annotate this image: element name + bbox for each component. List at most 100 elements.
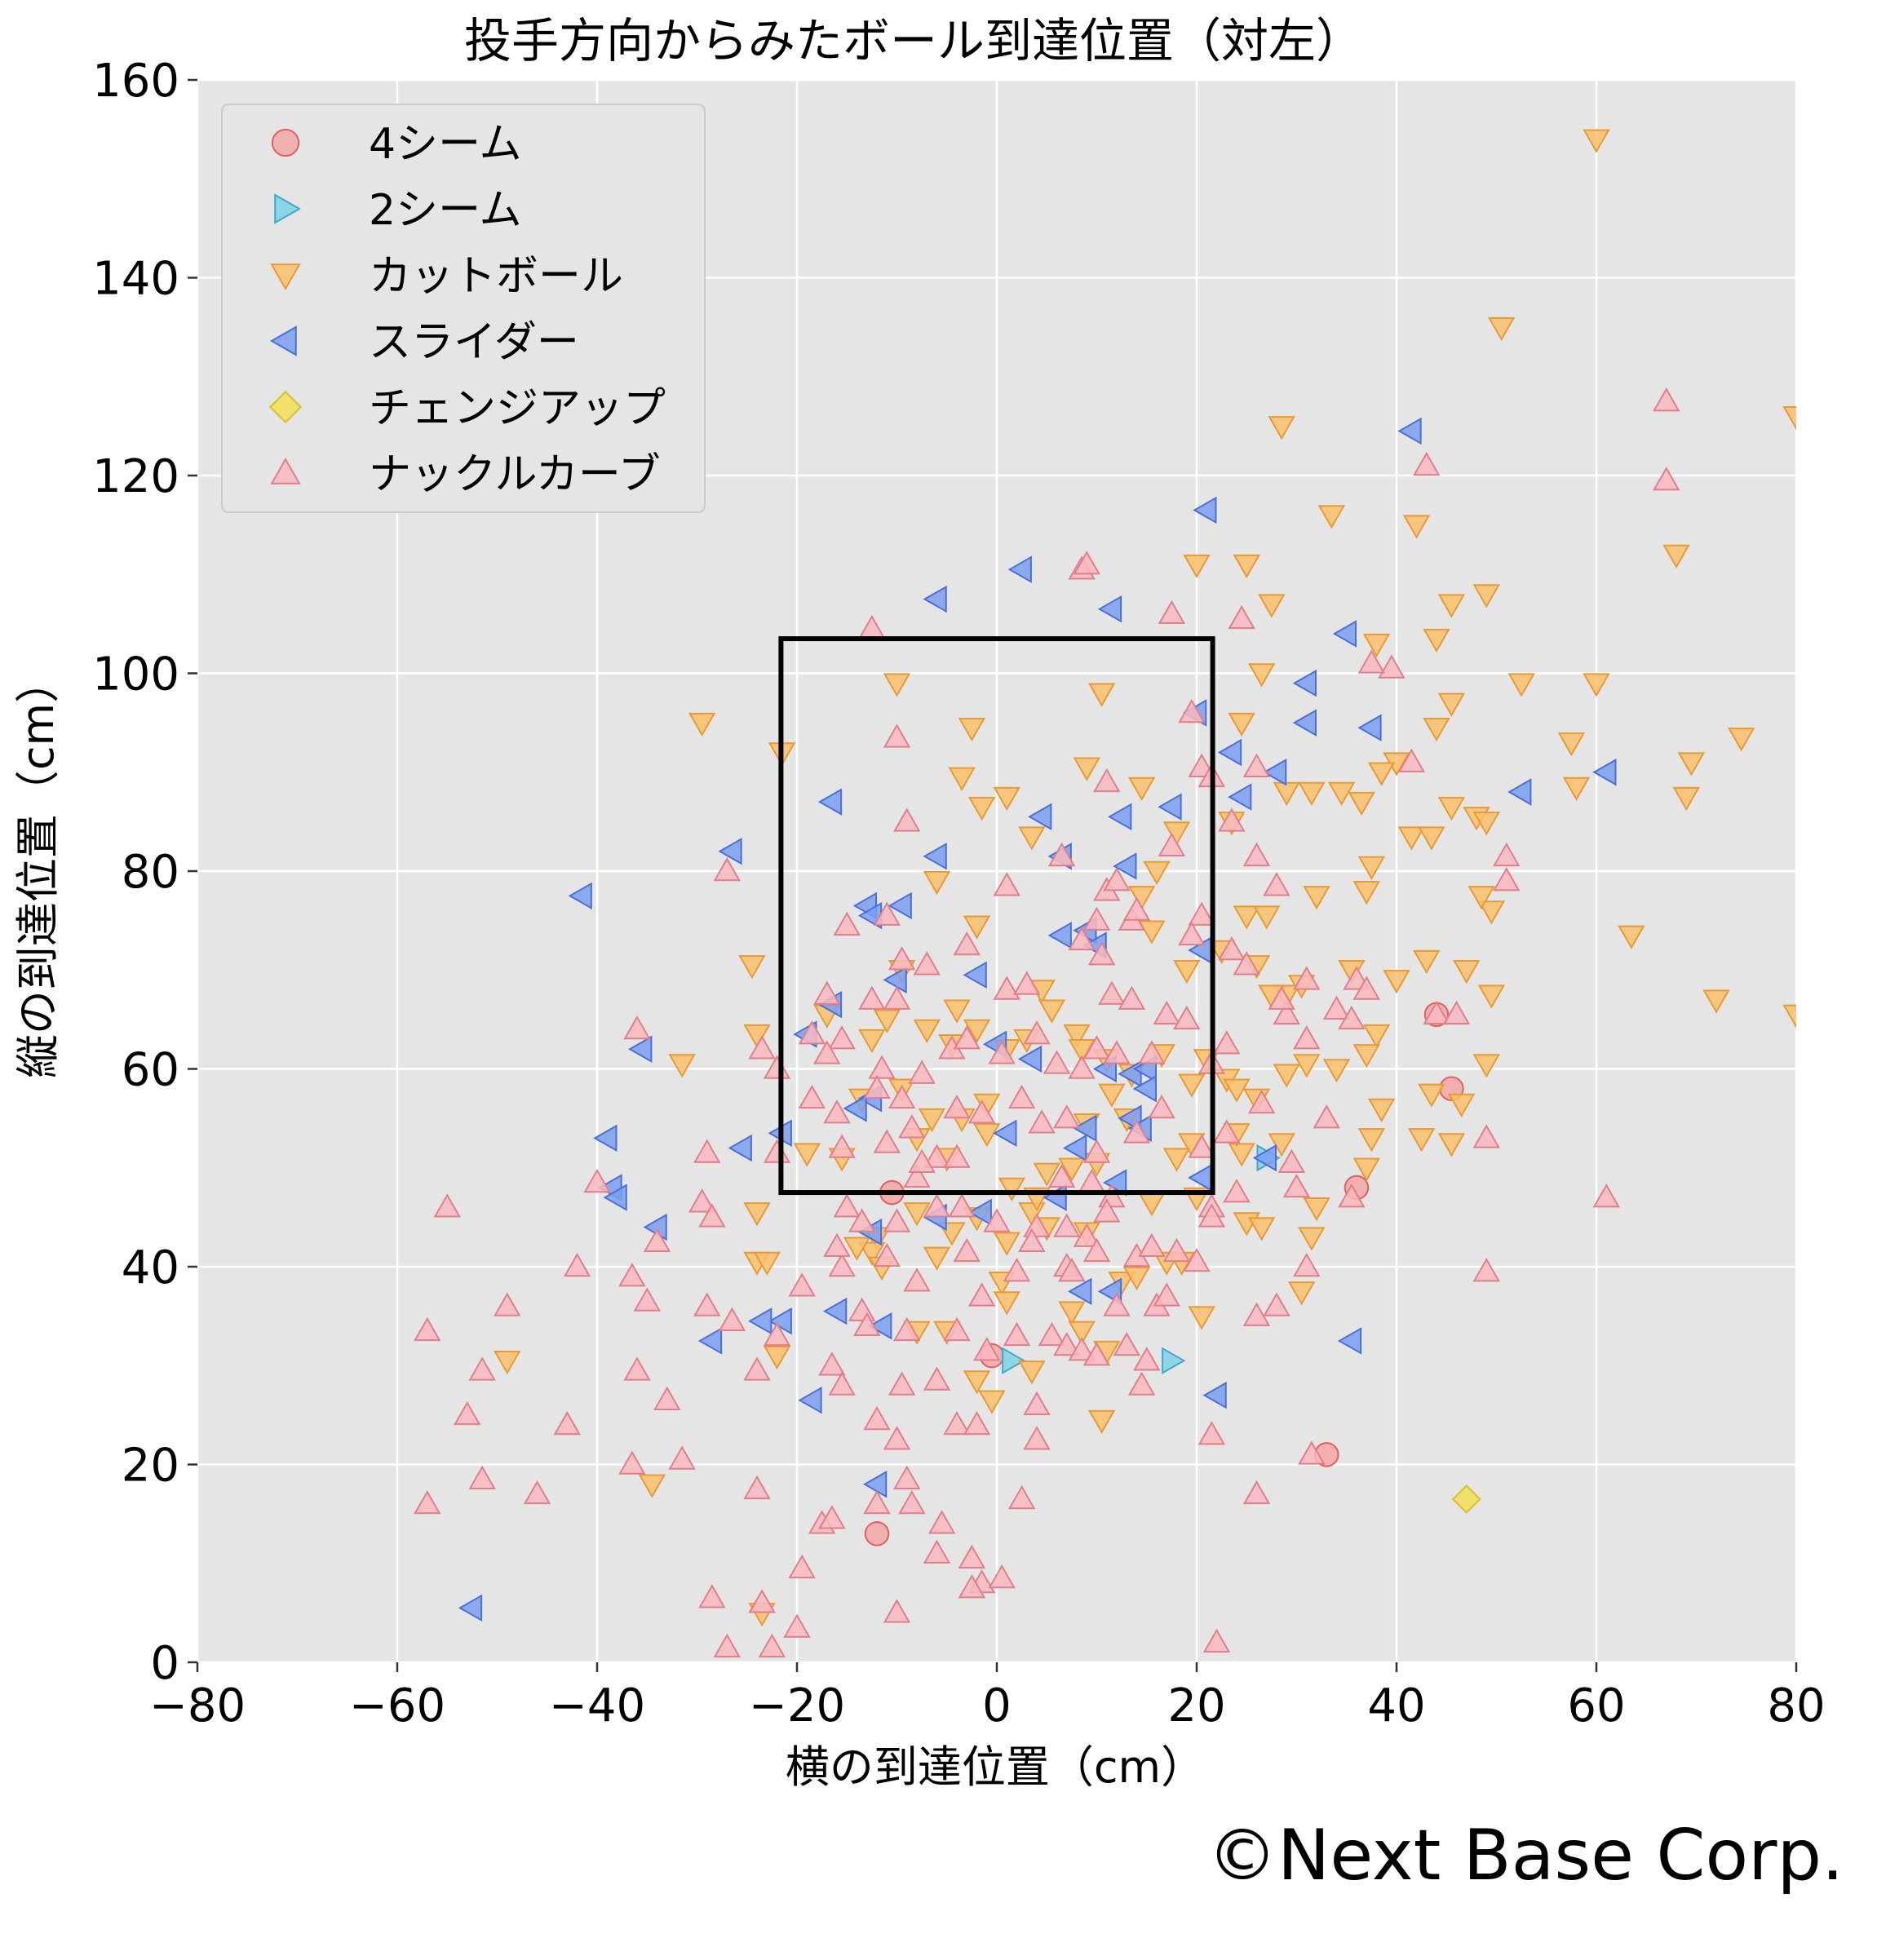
data-point <box>1293 1252 1321 1277</box>
data-point <box>1127 1371 1156 1396</box>
data-point <box>828 1252 856 1277</box>
data-point <box>798 1386 822 1414</box>
chart-title: 投手方向からみたボール到達位置（対左） <box>464 13 1363 69</box>
data-point <box>978 1390 1006 1414</box>
data-point <box>1338 1005 1366 1030</box>
data-point <box>1352 976 1380 1000</box>
data-point <box>813 1040 841 1064</box>
data-point <box>1023 1391 1051 1415</box>
data-point <box>728 1134 752 1162</box>
data-point <box>1472 584 1500 608</box>
x-tick-label: 20 <box>1167 1679 1225 1732</box>
x-tick-label: 0 <box>982 1679 1012 1732</box>
data-point <box>868 1055 896 1079</box>
data-point <box>1213 1119 1241 1144</box>
y-tick-label: 160 <box>92 55 179 108</box>
data-point <box>1268 416 1295 440</box>
data-point <box>718 838 742 865</box>
data-point <box>788 1272 816 1297</box>
data-point <box>1058 1301 1086 1325</box>
data-point <box>1402 515 1431 539</box>
data-point <box>768 1307 792 1335</box>
data-point <box>1073 757 1100 781</box>
data-point <box>1507 778 1532 806</box>
data-point <box>1033 1162 1060 1187</box>
data-point <box>563 1252 591 1277</box>
data-point <box>718 1307 746 1331</box>
data-point <box>1118 985 1146 1010</box>
data-point <box>1087 941 1116 966</box>
data-point <box>1298 1227 1326 1251</box>
data-point <box>1127 886 1156 910</box>
series-4 <box>1451 1484 1481 1514</box>
data-point <box>1672 786 1700 812</box>
data-point <box>628 1035 653 1063</box>
data-point <box>1418 826 1445 851</box>
legend-marker <box>270 263 301 291</box>
data-point <box>873 1129 901 1153</box>
axes: −80 −60 −40 −20 0 20 40 60 80 0 20 40 60 80 100 120 140 1… <box>92 55 1826 1732</box>
data-point <box>1252 1144 1277 1172</box>
data-point <box>1313 1104 1340 1129</box>
data-point <box>873 1242 901 1268</box>
data-point <box>1273 1000 1300 1025</box>
data-point <box>1442 1000 1471 1025</box>
data-point <box>1367 1098 1396 1123</box>
data-point <box>908 1060 936 1084</box>
data-point <box>953 1237 981 1263</box>
data-point <box>923 585 947 613</box>
data-point <box>1362 1024 1391 1049</box>
data-point <box>1583 129 1610 153</box>
data-point <box>1472 812 1500 836</box>
data-point <box>1782 406 1796 431</box>
data-point <box>923 1366 951 1391</box>
data-point <box>873 901 901 926</box>
y-tick-label: 120 <box>92 450 179 503</box>
data-point <box>1113 1331 1140 1356</box>
data-point <box>1063 1024 1091 1049</box>
data-point <box>1023 1426 1051 1450</box>
data-point <box>798 1084 826 1109</box>
data-point <box>883 673 911 697</box>
data-point <box>1153 1282 1180 1307</box>
data-point <box>1293 966 1321 990</box>
legend-label: 4シーム <box>369 120 522 169</box>
data-point <box>948 1193 976 1218</box>
data-point <box>494 1292 521 1316</box>
data-point <box>1102 1169 1127 1197</box>
data-point <box>883 966 907 994</box>
data-point <box>1298 781 1326 807</box>
data-point <box>1202 1628 1231 1653</box>
data-point <box>1053 1213 1081 1237</box>
data-point <box>1223 1078 1251 1103</box>
data-point <box>1073 1223 1100 1247</box>
data-point <box>903 1268 931 1292</box>
data-point <box>1007 1484 1036 1510</box>
data-point <box>1122 1119 1151 1144</box>
data-point <box>1447 1093 1476 1117</box>
data-point <box>1162 1237 1191 1263</box>
data-point <box>1068 926 1096 951</box>
data-point <box>743 1475 771 1500</box>
data-point <box>1082 1139 1111 1163</box>
data-point <box>1332 620 1357 648</box>
data-point <box>893 807 921 832</box>
data-point <box>1023 1020 1051 1045</box>
data-point <box>1173 960 1201 984</box>
data-point <box>693 1292 721 1316</box>
data-point <box>1268 1133 1295 1157</box>
data-point <box>1292 709 1317 737</box>
data-point <box>883 1426 911 1450</box>
data-point <box>1103 1292 1131 1316</box>
data-point <box>1158 832 1186 856</box>
data-point <box>1047 842 1076 867</box>
data-point <box>1133 1347 1161 1371</box>
data-point <box>1348 791 1375 816</box>
data-point <box>1058 1157 1086 1182</box>
data-point <box>923 870 951 896</box>
data-point <box>1197 1421 1226 1445</box>
data-point <box>1592 759 1617 786</box>
data-point <box>1228 712 1255 737</box>
y-tick-label: 140 <box>92 253 179 306</box>
